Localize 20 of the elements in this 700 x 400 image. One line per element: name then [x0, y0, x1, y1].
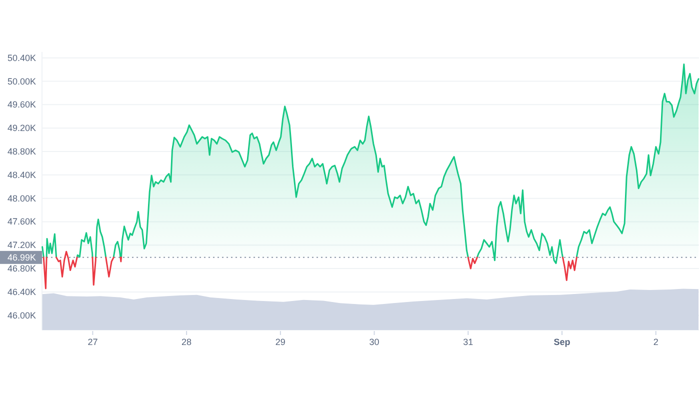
y-tick-label: 48.40K [7, 170, 36, 180]
x-tick-label: 29 [275, 337, 286, 347]
x-tick-label: 30 [369, 337, 380, 347]
x-tick-label: 2 [653, 337, 658, 347]
x-tick-label: 27 [88, 337, 98, 347]
y-tick-label: 49.20K [7, 123, 36, 134]
y-tick-label: 49.60K [7, 100, 36, 110]
y-tick-label: 48.00K [7, 193, 36, 204]
y-tick-label: 50.40K [7, 52, 36, 63]
y-tick-label: 46.80K [7, 264, 36, 274]
y-tick-label: 48.80K [7, 146, 36, 156]
x-tick-label: Sep [554, 337, 571, 347]
y-tick-label: 46.40K [7, 286, 36, 297]
y-tick-label: 50.00K [7, 76, 36, 86]
x-tick-label: 31 [463, 337, 474, 347]
y-tick-label: 47.20K [7, 240, 36, 250]
y-tick-label: 46.00K [7, 310, 36, 320]
ref-line-label: 46.99K [7, 252, 36, 262]
y-tick-label: 47.60K [7, 216, 36, 227]
x-tick-label: 28 [182, 337, 192, 347]
